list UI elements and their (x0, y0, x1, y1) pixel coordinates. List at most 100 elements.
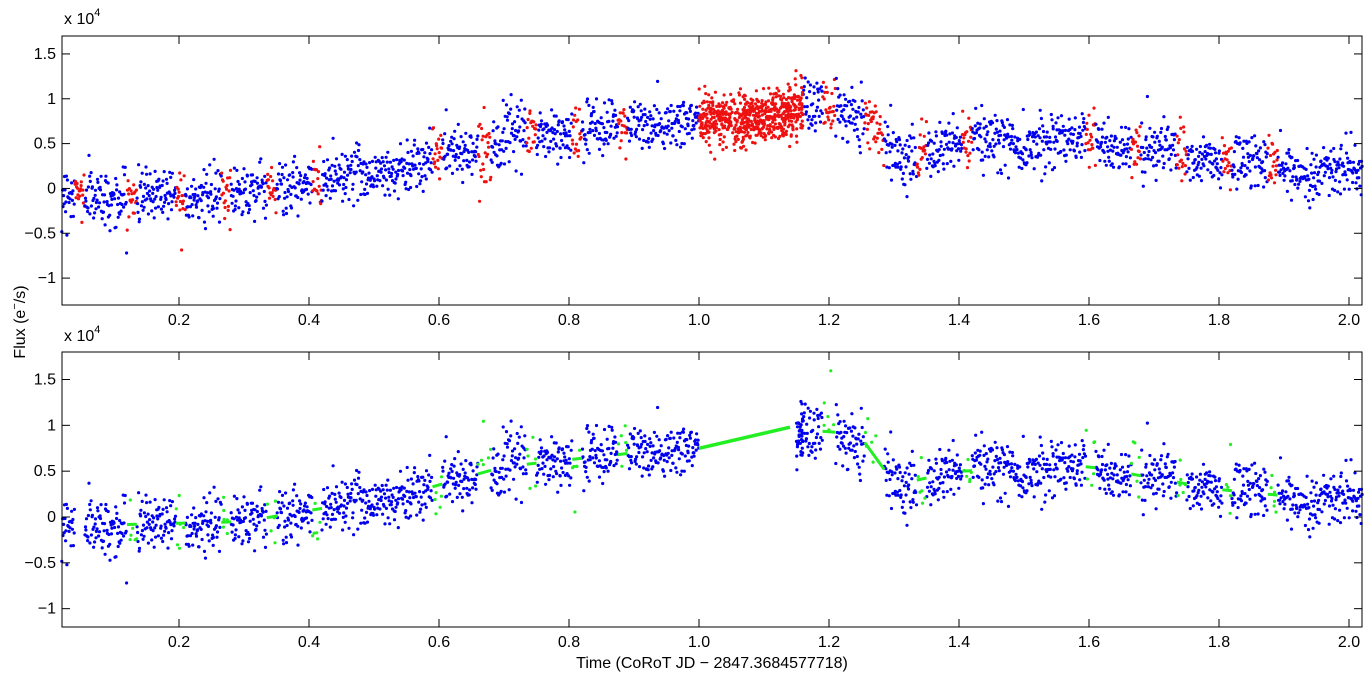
top-blue-point (1144, 135, 1148, 139)
top-blue-point (263, 174, 267, 178)
top-blue-point (884, 139, 888, 143)
top-blue-point (1029, 150, 1033, 155)
top-blue-point (1198, 144, 1202, 149)
bottom-blue-point (343, 482, 347, 486)
bottom-blue-point (428, 479, 432, 483)
bottom-blue-point (1059, 477, 1063, 481)
top-blue-point (901, 171, 906, 175)
top-blue-point (1143, 170, 1147, 174)
top-blue-point (1250, 136, 1254, 140)
top-blue-point (427, 145, 431, 149)
bottom-blue-point (194, 534, 199, 538)
top-blue-point (517, 129, 521, 133)
bottom-blue-point (405, 489, 409, 493)
bottom-blue-point (407, 490, 411, 494)
bottom-blue-point (1203, 477, 1207, 481)
bottom-blue-point (1310, 499, 1314, 503)
bottom-blue-point (216, 497, 220, 501)
top-blue-point (1107, 155, 1111, 159)
top-blue-point (114, 176, 118, 181)
bottom-blue-point (516, 441, 520, 445)
bottom-blue-point (1013, 462, 1017, 466)
bottom-blue-point (150, 538, 154, 542)
top-red-point (271, 179, 275, 183)
top-blue-point (429, 161, 433, 165)
top-blue-point (108, 229, 112, 233)
top-blue-point (519, 172, 524, 176)
top-red-point (720, 112, 724, 116)
bottom-blue-point (592, 461, 597, 465)
top-red-point (1136, 156, 1140, 160)
top-blue-point (651, 137, 655, 141)
bottom-blue-point (1103, 487, 1107, 491)
bottom-blue-point (462, 477, 466, 481)
bottom-blue-point (1214, 485, 1218, 489)
top-blue-point (633, 100, 637, 104)
top-red-point (966, 154, 970, 158)
bottom-blue-point (281, 538, 285, 542)
top-blue-point (1153, 130, 1157, 134)
top-blue-point (415, 184, 419, 189)
top-red-point (961, 140, 965, 144)
bottom-blue-point (1152, 492, 1156, 496)
bottom-blue-point (237, 535, 241, 539)
bottom-blue-point (1151, 462, 1155, 466)
top-red-point (793, 108, 797, 112)
top-red-point (800, 112, 805, 116)
top-blue-point (212, 157, 216, 161)
top-red-point (79, 180, 83, 184)
top-blue-point (993, 131, 997, 135)
top-red-point (746, 130, 750, 135)
top-blue-point (860, 99, 864, 103)
bottom-blue-point (390, 500, 394, 504)
top-blue-point (1062, 148, 1066, 152)
bottom-blue-point (861, 435, 865, 439)
bottom-blue-point (173, 517, 177, 521)
top-blue-point (685, 111, 689, 115)
top-red-point (754, 127, 758, 131)
bottom-blue-point (100, 546, 104, 550)
bottom-blue-point (325, 504, 329, 509)
top-red-point (311, 180, 315, 184)
top-blue-point (1220, 173, 1224, 177)
top-blue-point (1208, 146, 1212, 150)
top-blue-point (896, 149, 900, 153)
bottom-blue-point (691, 446, 695, 450)
bottom-blue-point (1151, 483, 1155, 487)
bottom-blue-point (414, 495, 418, 499)
bottom-blue-point (996, 466, 1001, 470)
bottom-blue-point (905, 466, 909, 470)
bottom-blue-point (230, 530, 234, 534)
top-blue-point (925, 157, 930, 161)
bottom-blue-point (986, 457, 990, 461)
bottom-blue-point (509, 434, 513, 438)
top-red-point (779, 97, 783, 101)
bottom-blue-point (1043, 500, 1047, 504)
bottom-blue-point (417, 500, 421, 504)
bottom-blue-point (196, 522, 200, 527)
bottom-blue-point (1073, 455, 1077, 459)
bottom-blue-point (815, 407, 819, 411)
top-blue-point (1308, 206, 1312, 210)
top-blue-point (1213, 151, 1218, 155)
top-blue-point (594, 97, 599, 101)
top-red-point (733, 148, 737, 153)
bottom-blue-point (139, 508, 143, 512)
bottom-blue-point (537, 455, 541, 459)
bottom-blue-point (453, 457, 457, 461)
top-red-point (736, 137, 740, 141)
top-blue-point (562, 124, 566, 128)
top-blue-point (236, 179, 240, 184)
bottom-blue-point (932, 469, 936, 473)
bottom-blue-point (350, 487, 354, 491)
top-red-point (707, 93, 711, 97)
top-blue-point (203, 190, 207, 194)
bottom-blue-point (282, 504, 286, 508)
top-red-point (867, 113, 871, 117)
top-blue-point (298, 178, 302, 182)
top-red-point (1176, 153, 1180, 157)
top-blue-point (1163, 134, 1167, 139)
bottom-blue-point (450, 469, 454, 473)
top-blue-point (900, 151, 904, 155)
top-blue-point (118, 190, 122, 194)
